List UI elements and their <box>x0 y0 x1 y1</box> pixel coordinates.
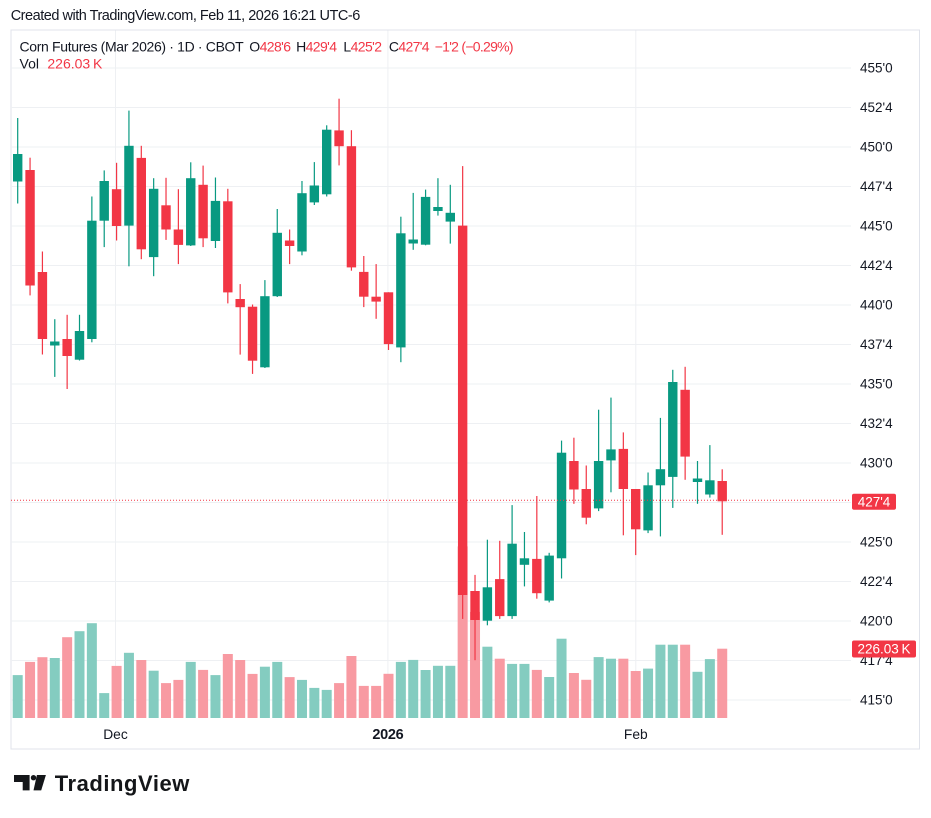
svg-text:440'0: 440'0 <box>860 298 893 313</box>
svg-text:432'4: 432'4 <box>860 416 893 431</box>
svg-text:452'4: 452'4 <box>860 100 893 115</box>
svg-text:Corn Futures (Mar 2026) · 1D ·: Corn Futures (Mar 2026) · 1D · CBOT <box>20 39 245 55</box>
svg-text:435'0: 435'0 <box>860 377 893 392</box>
svg-text:445'0: 445'0 <box>860 219 893 234</box>
svg-text:226.03 K: 226.03 K <box>858 642 911 657</box>
svg-text:−1'2 (−0.29%): −1'2 (−0.29%) <box>435 39 513 55</box>
svg-text:Created with TradingView.com,: Created with TradingView.com, Feb 11, 20… <box>11 8 361 24</box>
svg-text:437'4: 437'4 <box>860 337 893 352</box>
svg-text:H429'4: H429'4 <box>296 39 337 55</box>
svg-text:Vol: Vol <box>20 56 39 72</box>
svg-text:Dec: Dec <box>103 727 128 742</box>
svg-text:430'0: 430'0 <box>860 456 893 471</box>
svg-text:TradingView: TradingView <box>55 771 191 796</box>
svg-text:425'0: 425'0 <box>860 535 893 550</box>
svg-text:450'0: 450'0 <box>860 140 893 155</box>
svg-text:O428'6: O428'6 <box>249 39 291 55</box>
svg-text:427'4: 427'4 <box>858 494 891 509</box>
svg-text:C427'4: C427'4 <box>389 39 430 55</box>
svg-text:420'0: 420'0 <box>860 614 893 629</box>
svg-text:226.03 K: 226.03 K <box>47 56 103 72</box>
svg-text:L425'2: L425'2 <box>343 39 382 55</box>
svg-text:442'4: 442'4 <box>860 258 893 273</box>
svg-text:2026: 2026 <box>372 727 403 743</box>
svg-text:415'0: 415'0 <box>860 693 893 708</box>
svg-text:422'4: 422'4 <box>860 574 893 589</box>
svg-text:447'4: 447'4 <box>860 179 893 194</box>
svg-text:Feb: Feb <box>624 727 648 742</box>
svg-text:455'0: 455'0 <box>860 61 893 76</box>
